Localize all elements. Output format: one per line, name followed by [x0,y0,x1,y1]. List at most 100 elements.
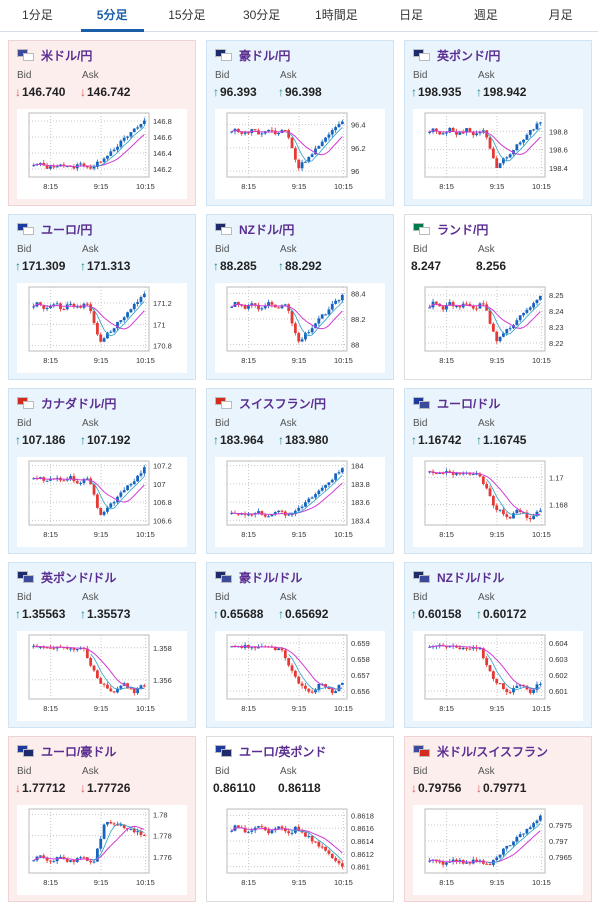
candle [69,860,72,862]
currency-card[interactable]: ユーロ/豪ドル Bid Ask ↓1.77712 ↓1.77726 1.78 1.… [8,736,196,902]
pair-name[interactable]: ユーロ/豪ドル [41,744,117,759]
currency-card[interactable]: 米ドル/円 Bid Ask ↓146.740 ↓146.742 146.8 146… [8,40,196,206]
candle [139,831,143,835]
pair-name[interactable]: ユーロ/英ポンド [239,744,327,759]
down-arrow-icon: ↓ [15,85,21,99]
up-arrow-icon: ↑ [213,607,219,621]
price-chart[interactable]: 1.17 1.168 8:15 9:15 10:15 [413,457,583,547]
candle [468,648,472,650]
price-chart[interactable]: 0.8618 0.8616 0.8614 0.8612 0.861 8:15 9:15 10:… [215,805,385,895]
currency-card[interactable]: ランド/円 Bid Ask 8.247 8.256 8.25 8.24 8.23 8.… [404,214,592,380]
candle [72,476,76,482]
tab-6[interactable]: 週足 [473,8,498,22]
candle [471,305,475,309]
currency-card[interactable]: 豪ドル/ドル Bid Ask ↑0.65688 ↑0.65692 0.659 0.… [206,562,394,728]
pair-name[interactable]: 米ドル/円 [41,48,93,63]
candle [95,848,99,862]
candle [283,828,287,832]
bid-label: Bid [215,766,230,777]
moving-average-line [429,830,541,863]
currency-card[interactable]: ユーロ/円 Bid Ask ↑171.309 ↑171.313 171.2 171… [8,214,196,380]
currency-card[interactable]: 豪ドル/円 Bid Ask ↑96.393 ↑96.398 96.4 96.2 96… [206,40,394,206]
currency-grid: 米ドル/円 Bid Ask ↓146.740 ↓146.742 146.8 146… [8,40,592,902]
pair-header: カナダドル/円 [17,395,116,411]
pair-name[interactable]: ユーロ/円 [41,222,93,237]
tab-5[interactable]: 日足 [399,8,424,22]
flag-icon [413,49,431,61]
pair-name[interactable]: NZドル/円 [239,222,295,237]
x-tick-label: 8:15 [43,182,58,191]
candle [481,303,485,305]
pair-name[interactable]: 豪ドル/ドル [239,570,303,585]
price-chart[interactable]: 171.2 171 170.8 8:15 9:15 10:15 [17,283,187,373]
chart-svg: 198.8 198.6 198.4 8:15 9:15 10:15 [424,112,568,191]
price-chart[interactable]: 107.2 107 106.8 106.6 8:15 9:15 10:15 [17,457,187,547]
pair-name[interactable]: NZドル/ドル [437,570,505,585]
candle [273,647,277,651]
tab-0[interactable]: 1分足 [22,8,53,22]
short-moving-average-line [486,479,541,516]
candle [461,473,465,475]
candle [465,303,468,305]
currency-card[interactable]: スイスフラン/円 Bid Ask ↑183.964 ↑183.980 184 18… [206,388,394,554]
price-chart[interactable]: 198.8 198.6 198.4 8:15 9:15 10:15 [413,109,583,199]
tab-3[interactable]: 30分足 [242,8,281,22]
price-chart[interactable]: 96.4 96.2 96 8:15 9:15 10:15 [215,109,385,199]
pair-name[interactable]: ユーロ/ドル [437,396,501,411]
tab-7[interactable]: 月足 [548,8,573,22]
pair-name[interactable]: スイスフラン/円 [239,396,326,411]
currency-card[interactable]: ユーロ/ドル Bid Ask ↑1.16742 ↑1.16745 1.17 1.1… [404,388,592,554]
pair-name[interactable]: 英ポンド/円 [437,48,501,63]
x-tick-label: 8:15 [439,182,454,191]
y-tick-label: 0.659 [351,639,370,648]
currency-card[interactable]: NZドル/ドル Bid Ask ↑0.60158 ↑0.60172 0.604 0… [404,562,592,728]
price-chart[interactable]: 8.25 8.24 8.23 8.22 8:15 9:15 10:15 [413,283,583,373]
pair-name[interactable]: 英ポンド/ドル [41,570,117,585]
price-chart[interactable]: 88.4 88.2 88 8:15 9:15 10:15 [215,283,385,373]
candle [250,647,254,649]
candle [508,692,512,694]
candle [465,128,468,133]
short-moving-average-line [288,474,343,514]
short-moving-average-line [90,300,145,337]
candle [240,132,244,134]
candle [65,858,69,862]
candle [59,857,62,859]
candle [65,165,69,167]
flag-icon [215,49,233,61]
price-chart[interactable]: 146.8 146.6 146.4 146.2 8:15 9:15 10:15 [17,109,187,199]
candle [267,830,270,834]
candle [334,691,338,694]
ask-price: 146.742 [87,85,131,99]
candle [280,826,284,829]
pair-name[interactable]: カナダドル/円 [41,396,117,411]
pair-name[interactable]: 豪ドル/円 [239,48,291,63]
price-chart[interactable]: 1.78 1.778 1.776 8:15 9:15 10:15 [17,805,187,895]
currency-card[interactable]: ユーロ/英ポンド Bid Ask 0.86110 0.86118 0.8618 0… [206,736,394,902]
candle [522,684,525,686]
candle [448,302,452,306]
candle [52,166,56,168]
pair-name[interactable]: 米ドル/スイスフラン [437,744,548,759]
price-chart[interactable]: 0.604 0.603 0.602 0.601 8:15 9:15 10:15 [413,631,583,721]
currency-card[interactable]: カナダドル/円 Bid Ask ↑107.186 ↑107.192 107.2 1… [8,388,196,554]
price-chart[interactable]: 0.659 0.658 0.657 0.656 8:15 9:15 10:15 [215,631,385,721]
currency-card[interactable]: 米ドル/スイスフラン Bid Ask ↓0.79756 ↓0.79771 0.7… [404,736,592,902]
tab-4[interactable]: 1時間足 [315,8,358,22]
chart-svg: 0.659 0.658 0.657 0.656 8:15 9:15 10:15 [226,634,370,713]
currency-card[interactable]: 英ポンド/ドル Bid Ask ↑1.35563 ↑1.35573 1.358 1… [8,562,196,728]
chart-svg: 107.2 107 106.8 106.6 8:15 9:15 10:15 [28,460,172,539]
x-tick-label: 10:15 [136,878,155,887]
price-chart[interactable]: 1.358 1.356 8:15 9:15 10:15 [17,631,187,721]
currency-card[interactable]: 英ポンド/円 Bid Ask ↑198.935 ↑198.942 198.8 19… [404,40,592,206]
flag-icon [215,223,233,235]
candle [317,841,321,847]
tab-2[interactable]: 15分足 [168,8,206,22]
currency-card[interactable]: NZドル/円 Bid Ask ↑88.285 ↑88.292 88.4 88.2 8… [206,214,394,380]
candle [307,332,311,334]
price-chart[interactable]: 0.7975 0.797 0.7965 8:15 9:15 10:15 [413,805,583,895]
bid-price: 146.740 [22,85,66,99]
pair-name[interactable]: ランド/円 [437,222,489,237]
tab-1[interactable]: 5分足 [75,0,150,32]
price-chart[interactable]: 184 183.8 183.6 183.4 8:15 9:15 10:15 [215,457,385,547]
